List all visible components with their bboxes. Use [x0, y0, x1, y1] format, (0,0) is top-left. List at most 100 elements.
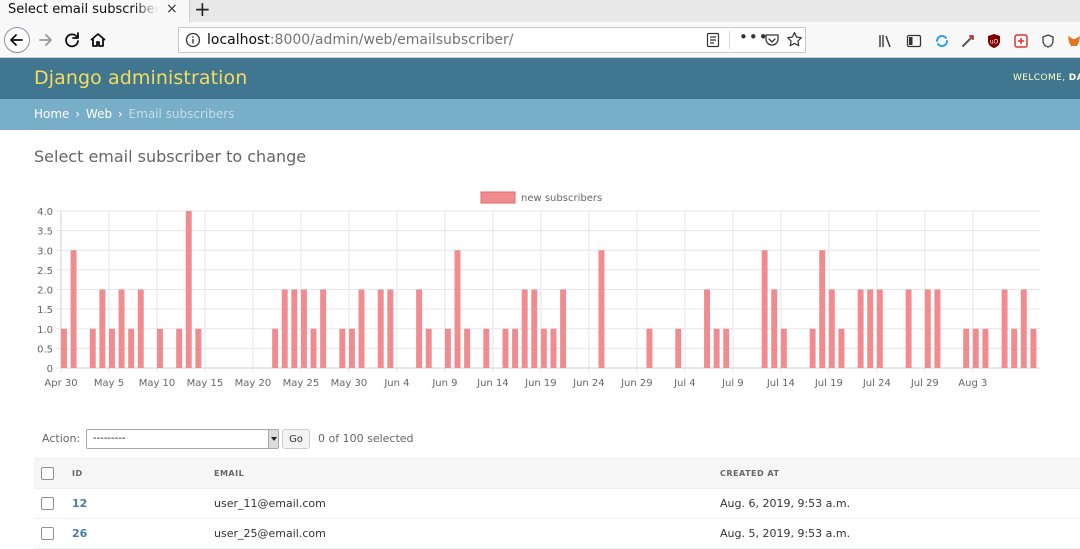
chart-bar[interactable]: [723, 328, 730, 368]
chart-bar[interactable]: [61, 328, 67, 368]
site-branding[interactable]: Django administration: [34, 67, 248, 89]
chart-bar[interactable]: [1011, 328, 1018, 368]
chart-bar[interactable]: [483, 328, 490, 368]
chart-bar[interactable]: [963, 328, 970, 368]
chart-bar[interactable]: [521, 289, 528, 369]
chart-bar[interactable]: [195, 328, 202, 368]
breadcrumb-home[interactable]: Home: [34, 107, 70, 121]
tab-close-button[interactable]: ×: [166, 1, 178, 17]
info-icon[interactable]: [185, 32, 201, 48]
new-tab-button[interactable]: +: [194, 0, 211, 21]
chart-bar[interactable]: [857, 289, 864, 369]
chart-bar[interactable]: [982, 328, 989, 368]
chart-bar[interactable]: [291, 289, 298, 369]
chart-bar[interactable]: [137, 289, 144, 369]
chart-bar[interactable]: [358, 289, 365, 369]
extension-icon[interactable]: [1013, 33, 1029, 49]
column-header-created-at[interactable]: CREATED AT: [720, 458, 1080, 489]
chart-bar[interactable]: [876, 289, 883, 369]
chart-bar[interactable]: [185, 211, 192, 368]
action-select[interactable]: ---------: [86, 429, 279, 449]
chart-bar[interactable]: [156, 328, 163, 368]
row-checkbox[interactable]: [41, 527, 54, 540]
chart-bar[interactable]: [540, 328, 547, 368]
extension-icon[interactable]: [934, 33, 950, 49]
chart-bar[interactable]: [281, 289, 288, 369]
chart-bar[interactable]: [310, 328, 317, 368]
bookmark-star-icon[interactable]: [786, 31, 803, 48]
chart-bar[interactable]: [771, 289, 778, 369]
pocket-icon[interactable]: [764, 32, 780, 48]
chart-bar[interactable]: [89, 328, 96, 368]
go-button[interactable]: Go: [282, 429, 310, 449]
chart-bar[interactable]: [1020, 289, 1027, 369]
row-checkbox[interactable]: [41, 497, 54, 510]
chart-bar[interactable]: [377, 289, 384, 369]
breadcrumb-app[interactable]: Web: [85, 107, 113, 121]
chart-bar[interactable]: [320, 289, 327, 369]
shield-icon[interactable]: [1040, 33, 1056, 49]
chart-bar[interactable]: [780, 328, 787, 368]
chart-bar[interactable]: [646, 328, 653, 368]
chart-bar[interactable]: [502, 328, 509, 368]
chart-bar[interactable]: [531, 289, 538, 369]
chart-bar[interactable]: [819, 250, 826, 368]
chart-bar[interactable]: [300, 289, 307, 369]
chart-bar[interactable]: [118, 289, 125, 369]
chart-bar[interactable]: [867, 289, 874, 369]
forward-button[interactable]: [34, 28, 58, 52]
chart-bar[interactable]: [761, 250, 768, 368]
chart-bar[interactable]: [675, 328, 682, 368]
chart-bar[interactable]: [905, 289, 912, 369]
reload-button[interactable]: [60, 28, 84, 52]
chart-legend[interactable]: new subscribers: [480, 191, 602, 204]
chart-bar[interactable]: [924, 289, 931, 369]
library-icon[interactable]: [878, 33, 894, 49]
row-id-link[interactable]: 12: [72, 497, 88, 510]
chart-bar[interactable]: [416, 289, 423, 369]
chart-bar[interactable]: [387, 289, 394, 369]
back-button[interactable]: [4, 27, 30, 53]
chart-bar[interactable]: [348, 328, 355, 368]
chart-bar[interactable]: [838, 328, 845, 368]
chart-bar[interactable]: [128, 328, 135, 368]
chart-bar[interactable]: [550, 328, 557, 368]
chart-bar[interactable]: [99, 289, 106, 369]
chart-bar[interactable]: [512, 328, 519, 368]
chart-bar[interactable]: [713, 328, 720, 368]
browser-tab[interactable]: Select email subscriber to change | Djan…: [0, 0, 190, 22]
chart-bar[interactable]: [339, 328, 346, 368]
chart-bar[interactable]: [1030, 328, 1037, 368]
chart-bar[interactable]: [176, 328, 183, 368]
reader-view-icon[interactable]: [705, 32, 721, 48]
home-button[interactable]: [86, 28, 110, 52]
chart-bar[interactable]: [598, 250, 605, 368]
chart-bar[interactable]: [444, 328, 451, 368]
url-bar[interactable]: localhost:8000/admin/web/emailsubscriber…: [178, 27, 806, 53]
url-text[interactable]: localhost:8000/admin/web/emailsubscriber…: [207, 32, 513, 48]
chart-bar[interactable]: [972, 328, 979, 368]
column-header-id[interactable]: ID: [72, 458, 214, 489]
chart-bar[interactable]: [560, 289, 567, 369]
page-actions-button[interactable]: •••: [739, 28, 769, 46]
chart-bar[interactable]: [425, 328, 432, 368]
chart-bar[interactable]: [809, 328, 816, 368]
chevron-down-icon[interactable]: [268, 430, 278, 448]
sidebar-icon[interactable]: [906, 33, 922, 49]
metamask-icon[interactable]: [1066, 33, 1080, 49]
chart-bar[interactable]: [934, 289, 941, 369]
legend-label[interactable]: new subscribers: [521, 193, 602, 204]
chart-bar[interactable]: [464, 328, 471, 368]
chart-bar[interactable]: [1001, 289, 1008, 369]
chart-bar[interactable]: [454, 250, 461, 368]
select-all-checkbox[interactable]: [41, 467, 54, 480]
chart-bar[interactable]: [272, 328, 279, 368]
legend-swatch[interactable]: [480, 191, 516, 204]
chart-bar[interactable]: [828, 289, 835, 369]
ublock-icon[interactable]: uO: [986, 33, 1002, 49]
chart-bar[interactable]: [704, 289, 711, 369]
column-header-email[interactable]: EMAIL: [214, 458, 720, 489]
chart-bar[interactable]: [108, 328, 115, 368]
row-id-link[interactable]: 26: [72, 527, 88, 540]
chart-bar[interactable]: [70, 250, 77, 368]
